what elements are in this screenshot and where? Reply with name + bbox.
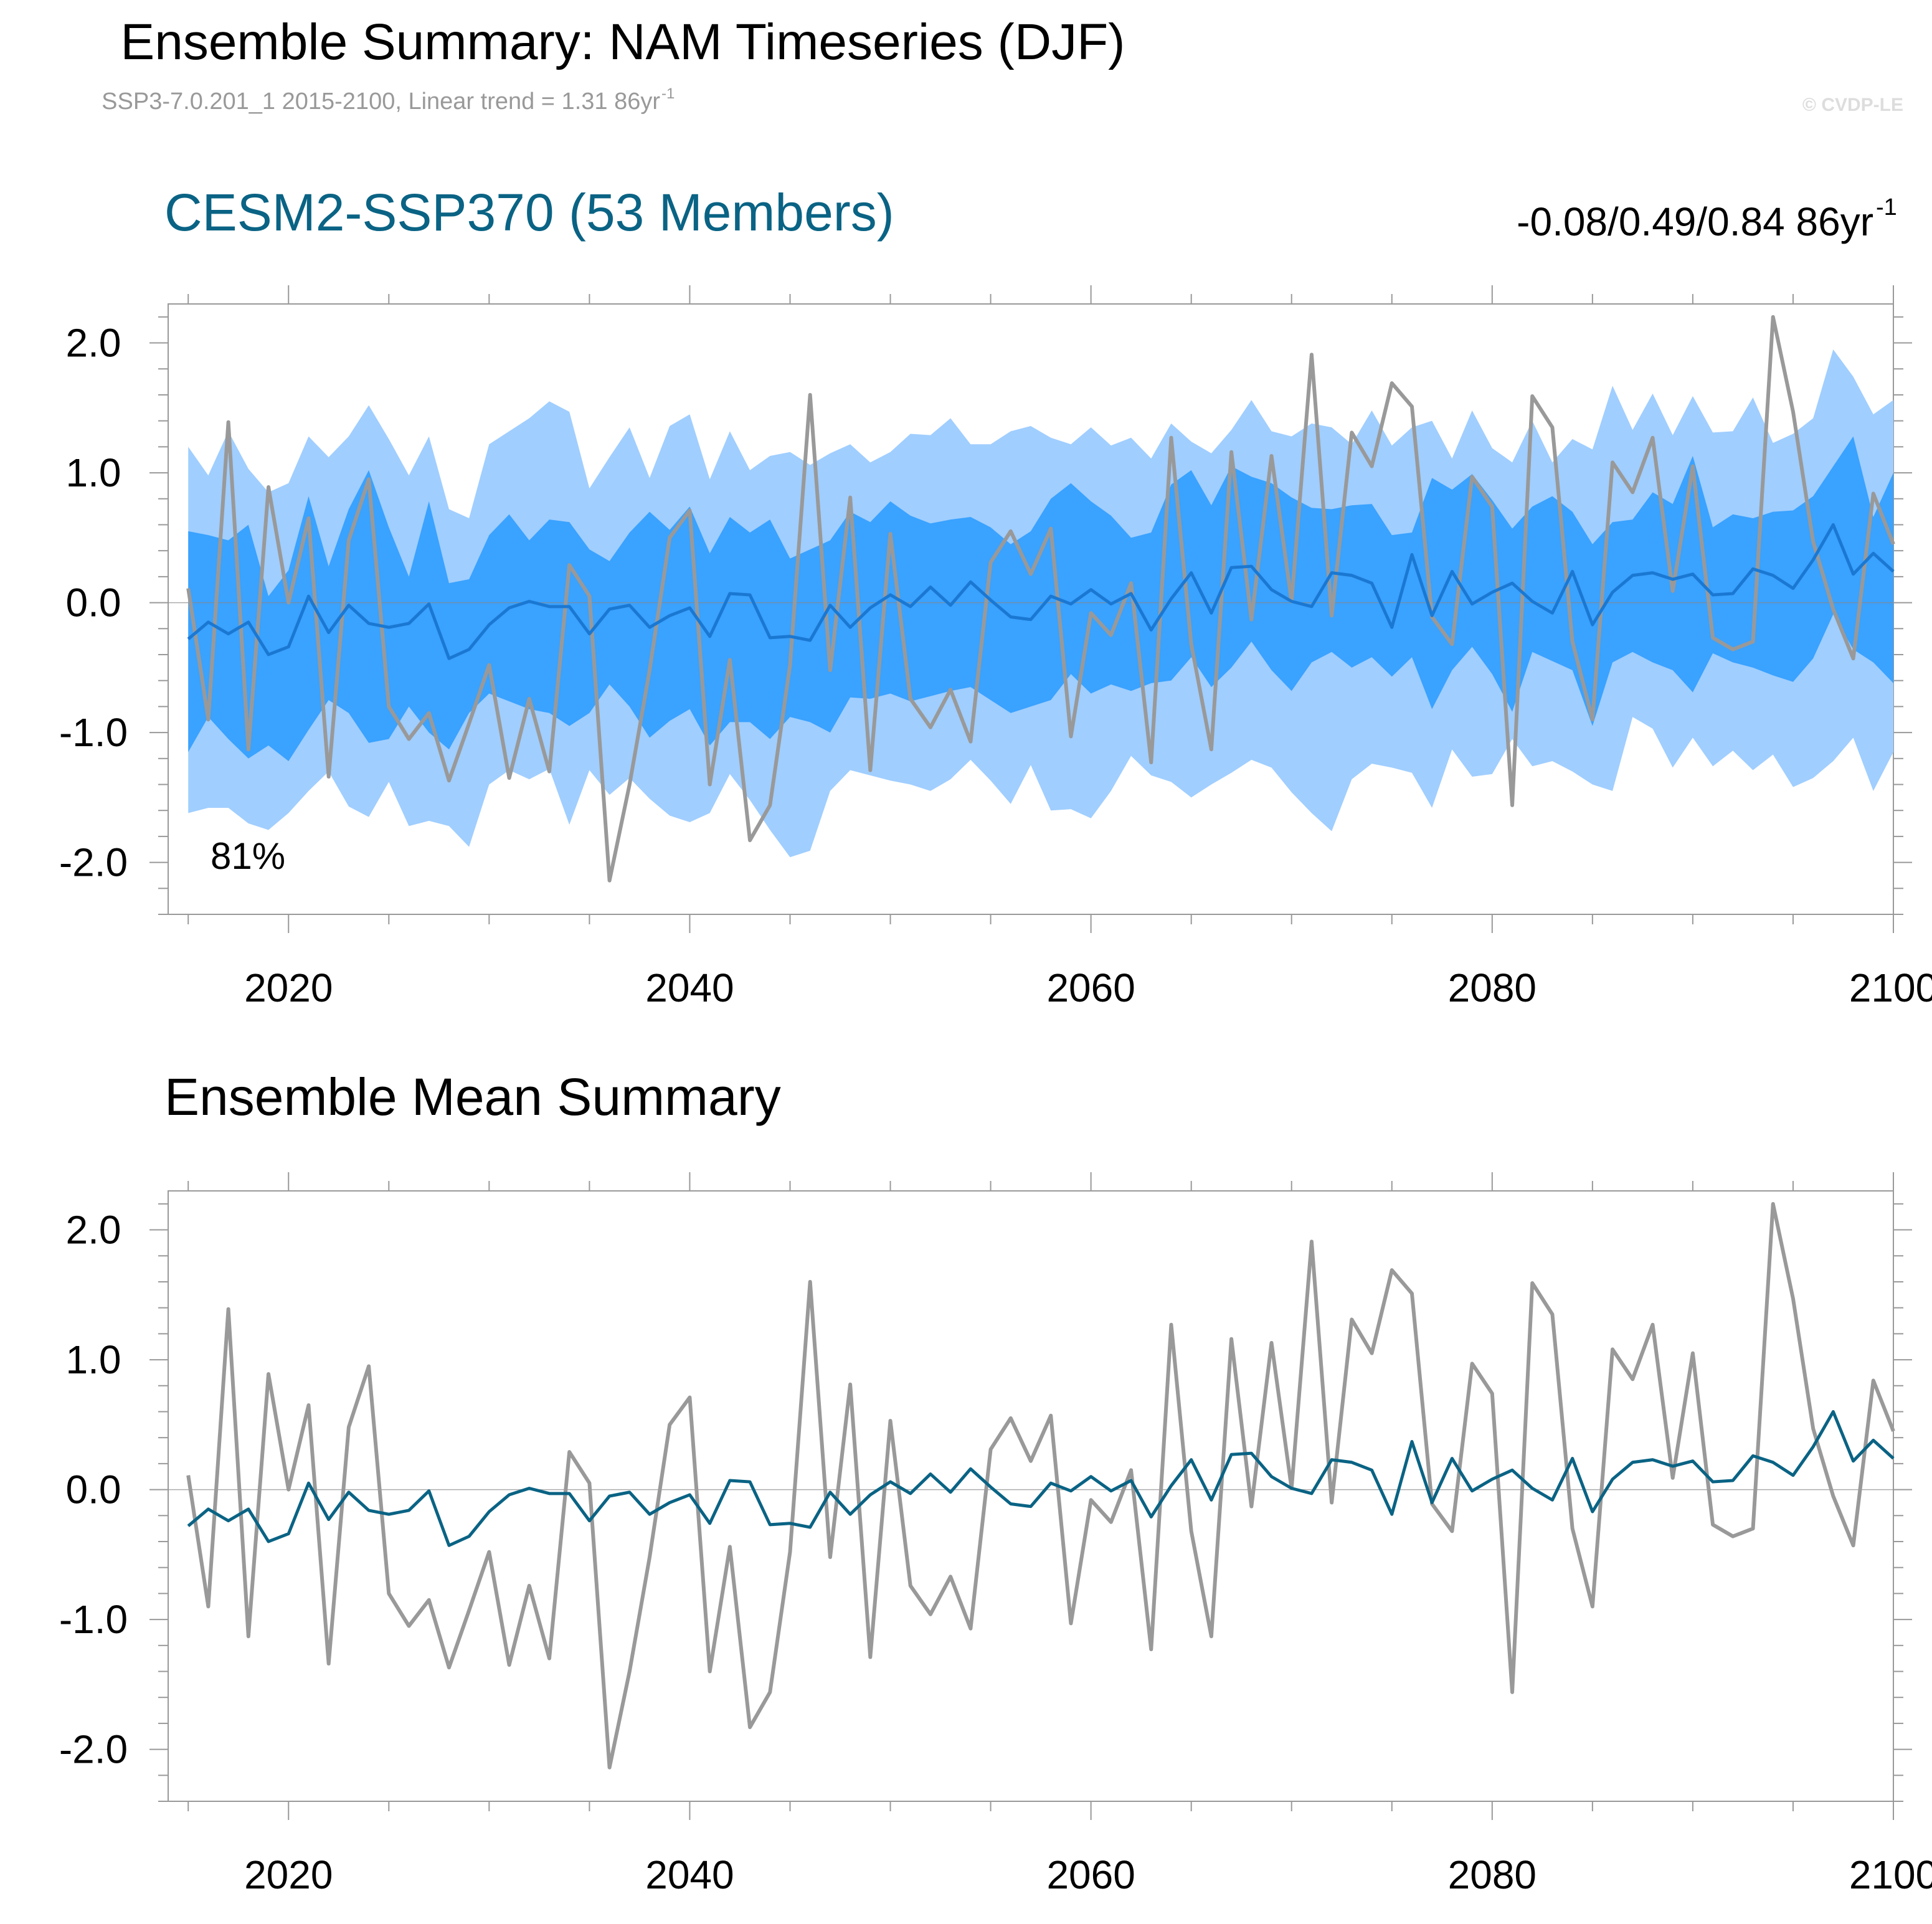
panel1-ytick-label: -2.0	[59, 840, 128, 885]
panel2-ytick-label: -1.0	[59, 1597, 128, 1642]
panel1-xtick-label: 2040	[645, 965, 734, 1010]
panel2-xtick-label: 2080	[1448, 1852, 1537, 1897]
panel1-observed-series-line	[186, 315, 1895, 883]
panel1-plot: 2020 2040 2060 2080 2100 -2.0 -1.0 0.0 1.0 2.0 81%	[59, 285, 1932, 1010]
panel2-title: Ensemble Mean Summary	[164, 1068, 781, 1126]
panel1-ytick-label: 1.0	[66, 450, 121, 495]
panel2-ytick-label: -2.0	[59, 1727, 128, 1772]
panel2-ensemble-mean-series-line	[187, 1410, 1895, 1547]
panel1-xtick-label: 2060	[1046, 965, 1135, 1010]
panel1-xtick-label: 2080	[1448, 965, 1537, 1010]
panel1-ensemble-mean-series-line	[187, 523, 1895, 660]
panel1-title: CESM2-SSP370 (53 Members)	[164, 183, 894, 242]
panel1-trend-label: -0.08/0.49/0.84 86yr	[1517, 199, 1873, 244]
panel2-frame	[168, 1190, 1894, 1802]
panel1-xtick-label: 2020	[244, 965, 333, 1010]
panel2-xtick-label: 2040	[645, 1852, 734, 1897]
panel2-observed-series-line	[186, 1201, 1895, 1770]
panel1-ytick-label: 2.0	[66, 321, 121, 366]
figure-title: Ensemble Summary: NAM Timeseries (DJF)	[121, 14, 1125, 70]
figure-subtitle-sup: -1	[661, 85, 675, 102]
panel2-ytick-label: 0.0	[66, 1467, 121, 1512]
panel1-xtick-label: 2100	[1849, 965, 1932, 1010]
panel2-ytick-label: 1.0	[66, 1337, 121, 1382]
panel2-xtick-label: 2020	[244, 1852, 333, 1897]
panel2-plot: 2020 2040 2060 2080 2100 -2.0 -1.0 0.0 1.0 2.0	[59, 1172, 1932, 1897]
panel1-ytick-label: 0.0	[66, 581, 121, 625]
copyright-label: © CVDP-LE	[1802, 95, 1903, 115]
panel2-xtick-label: 2060	[1046, 1852, 1135, 1897]
panel2-xtick-label: 2100	[1849, 1852, 1932, 1897]
figure-subtitle-text: SSP3-7.0.201_1 2015-2100, Linear trend =…	[102, 88, 660, 115]
panel1-percent-annotation: 81%	[211, 835, 285, 877]
panel1-trend-label-sup: -1	[1876, 194, 1897, 220]
figure-subtitle: SSP3-7.0.201_1 2015-2100, Linear trend =…	[102, 88, 660, 115]
panel1-ytick-label: -1.0	[59, 710, 128, 755]
panel2-ytick-label: 2.0	[66, 1208, 121, 1253]
